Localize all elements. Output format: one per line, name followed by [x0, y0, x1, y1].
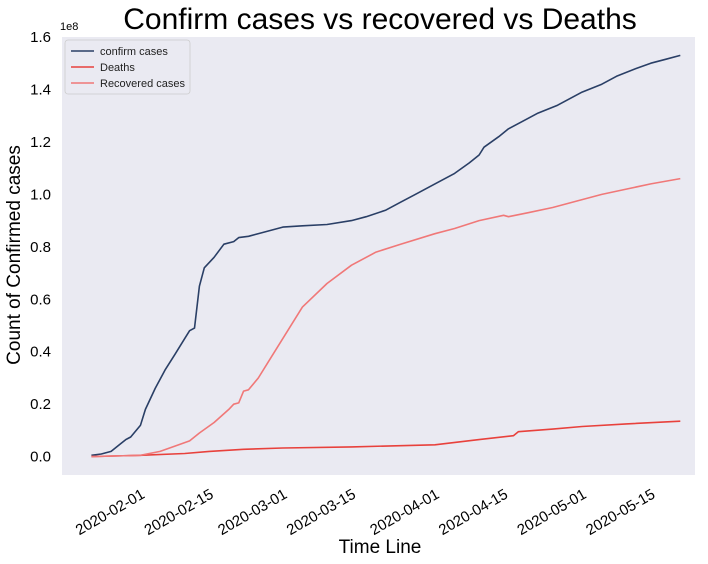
series-line: [91, 420, 681, 458]
y-tick-label: 0.2: [30, 396, 51, 413]
series-lines: [91, 54, 681, 458]
x-tick-label: 2020-02-15: [142, 486, 217, 539]
x-tick-label: 2020-02-01: [73, 486, 148, 539]
plot-area: [62, 37, 695, 475]
y-tick-label: 0.6: [30, 291, 51, 308]
x-axis-label: Time Line: [339, 537, 422, 558]
y-tick-label: 1.6: [30, 29, 51, 46]
legend-entry-label: Recovered cases: [100, 78, 185, 90]
x-tick-label: 2020-04-01: [367, 486, 442, 539]
y-tick-label: 0.4: [30, 344, 51, 361]
legend: confirm cases Deaths Recovered cases: [64, 39, 191, 95]
y-tick-label: 0.8: [30, 239, 51, 256]
legend-entry-label: confirm cases: [100, 46, 168, 58]
series-line: [91, 54, 681, 457]
legend-entry-label: Deaths: [100, 62, 135, 74]
y-tick-label: 1.2: [30, 134, 51, 151]
series-line: [91, 177, 681, 458]
y-offset-label: 1e8: [60, 21, 78, 33]
x-tick-label: 2020-04-15: [436, 486, 511, 539]
y-axis-ticks: 0.0 0.2 0.4 0.6 0.8 1.0 1.2 1.4 1.6: [30, 29, 51, 466]
x-tick-label: 2020-03-15: [284, 486, 359, 539]
legend-frame: [64, 39, 191, 95]
x-tick-label: 2020-05-01: [514, 486, 589, 539]
y-tick-label: 1.0: [30, 186, 51, 203]
x-axis-ticks: 2020-02-012020-02-152020-03-012020-03-15…: [73, 486, 658, 539]
x-tick-label: 2020-03-01: [215, 486, 290, 539]
x-tick-label: 2020-05-15: [583, 486, 658, 539]
y-axis-label: Count of Confirmed cases: [4, 145, 25, 365]
chart-title: Confirm cases vs recovered vs Deaths: [123, 3, 637, 36]
y-tick-label: 1.4: [30, 81, 51, 98]
y-tick-label: 0.0: [30, 449, 51, 466]
